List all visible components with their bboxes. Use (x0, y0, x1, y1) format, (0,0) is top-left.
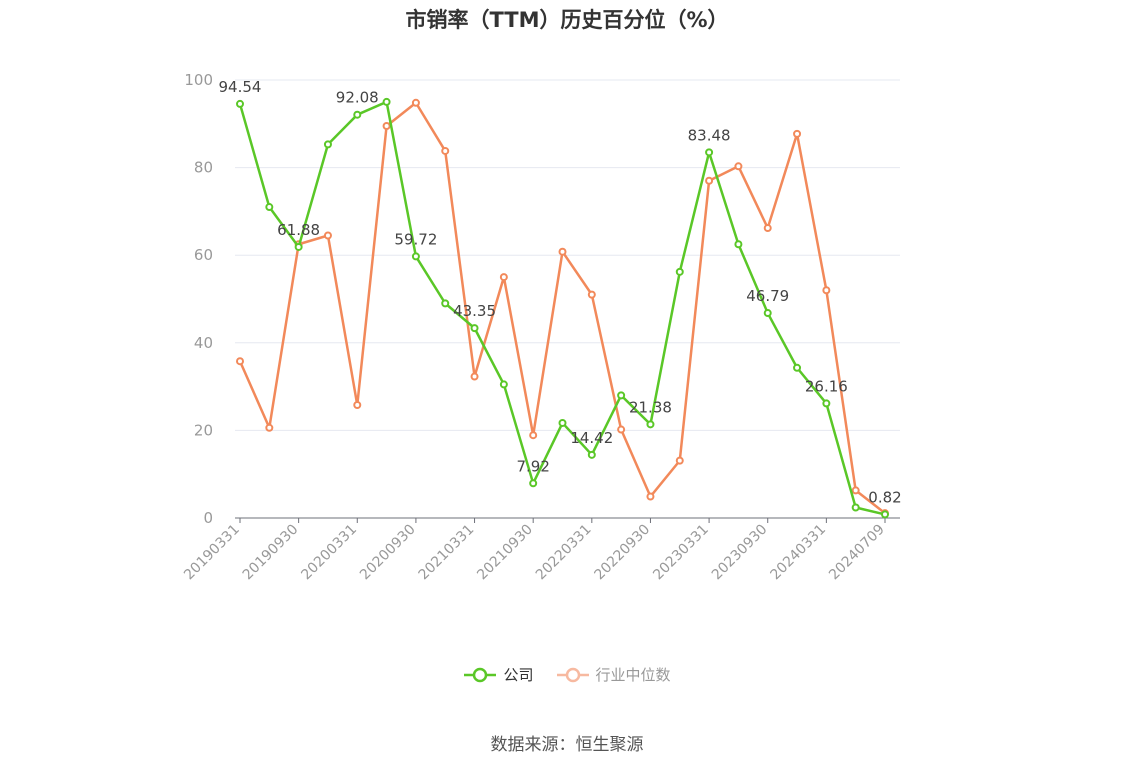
y-tick-label: 60 (194, 246, 213, 264)
data-point (382, 121, 391, 130)
data-point (587, 290, 596, 299)
data-point (470, 372, 479, 381)
x-tick-label: 20240709 (826, 522, 888, 584)
legend-label: 公司 (503, 666, 534, 684)
legend: 公司 行业中位数 (0, 664, 1134, 685)
data-point (558, 247, 567, 256)
data-point (881, 510, 889, 519)
x-tick-label: 20210930 (474, 522, 536, 584)
data-point (763, 224, 772, 233)
data-point (236, 99, 244, 108)
data-point (793, 129, 802, 138)
data-label: 21.38 (629, 398, 672, 416)
x-tick-label: 20240331 (767, 522, 829, 584)
x-tick-label: 20220331 (533, 522, 595, 584)
data-point (851, 503, 860, 512)
data-point (675, 456, 684, 465)
data-point (705, 176, 714, 185)
data-point (705, 148, 714, 157)
data-point (529, 479, 538, 488)
legend-marker-icon (556, 667, 589, 682)
data-point (353, 110, 362, 119)
x-tick-label: 20220930 (592, 522, 654, 584)
x-tick-label: 20230930 (709, 522, 771, 584)
data-point (265, 423, 274, 432)
data-point (646, 420, 655, 429)
data-point (265, 203, 274, 212)
data-point (353, 400, 362, 409)
series-line-industry-median (238, 101, 886, 515)
data-label: 59.72 (394, 230, 437, 248)
data-point (851, 486, 860, 495)
y-tick-label: 80 (194, 159, 213, 177)
data-point (411, 98, 420, 107)
data-point (763, 309, 772, 318)
data-point (323, 231, 332, 240)
data-point (675, 267, 684, 276)
data-point (236, 357, 244, 366)
x-tick-label: 20210331 (416, 522, 478, 584)
data-label: 0.82 (868, 488, 901, 506)
data-label: 43.35 (453, 302, 496, 320)
data-point (558, 418, 567, 427)
data-point (734, 162, 743, 171)
data-point (382, 97, 391, 106)
data-point (529, 431, 538, 440)
data-point (822, 286, 831, 295)
data-point (323, 140, 332, 149)
data-label: 92.08 (336, 89, 379, 107)
data-point (470, 324, 479, 333)
data-point (617, 391, 626, 400)
y-tick-label: 20 (194, 421, 213, 439)
legend-item-company[interactable]: 公司 (463, 664, 534, 685)
y-tick-label: 40 (194, 334, 213, 352)
y-tick-label: 0 (203, 509, 213, 527)
chart-title: 市销率（TTM）历史百分位（%） (405, 8, 729, 32)
data-point (441, 146, 450, 155)
x-tick-label: 20190930 (240, 522, 302, 584)
data-point (587, 450, 596, 459)
data-label: 14.42 (570, 429, 613, 447)
legend-item-industry-median[interactable]: 行业中位数 (556, 664, 671, 685)
data-point (294, 242, 303, 251)
data-point (822, 399, 831, 408)
x-tick-label: 20200930 (357, 522, 419, 584)
data-label: 46.79 (746, 287, 789, 305)
data-source: 数据来源：恒生聚源 (490, 735, 644, 755)
data-point (734, 240, 743, 249)
data-point (793, 363, 802, 372)
data-point (411, 252, 420, 261)
x-tick-label: 20190331 (181, 522, 243, 584)
data-point (441, 299, 450, 308)
x-tick-label: 20200331 (298, 522, 360, 584)
chart-plot: 0 20 40 60 80 100 2019033120190930202003312020… (181, 71, 902, 584)
data-label: 94.54 (219, 78, 262, 96)
x-tick-label: 20230331 (650, 522, 712, 584)
data-point (499, 273, 508, 282)
data-label: 83.48 (688, 126, 731, 144)
y-tick-label: 100 (184, 71, 213, 89)
data-point (617, 425, 626, 434)
data-label: 61.88 (277, 221, 320, 239)
legend-marker-icon (464, 667, 497, 682)
data-point (499, 380, 508, 389)
legend-label: 行业中位数 (595, 666, 671, 684)
data-point (646, 492, 655, 501)
data-label: 26.16 (805, 377, 848, 395)
data-label: 7.92 (516, 457, 549, 475)
